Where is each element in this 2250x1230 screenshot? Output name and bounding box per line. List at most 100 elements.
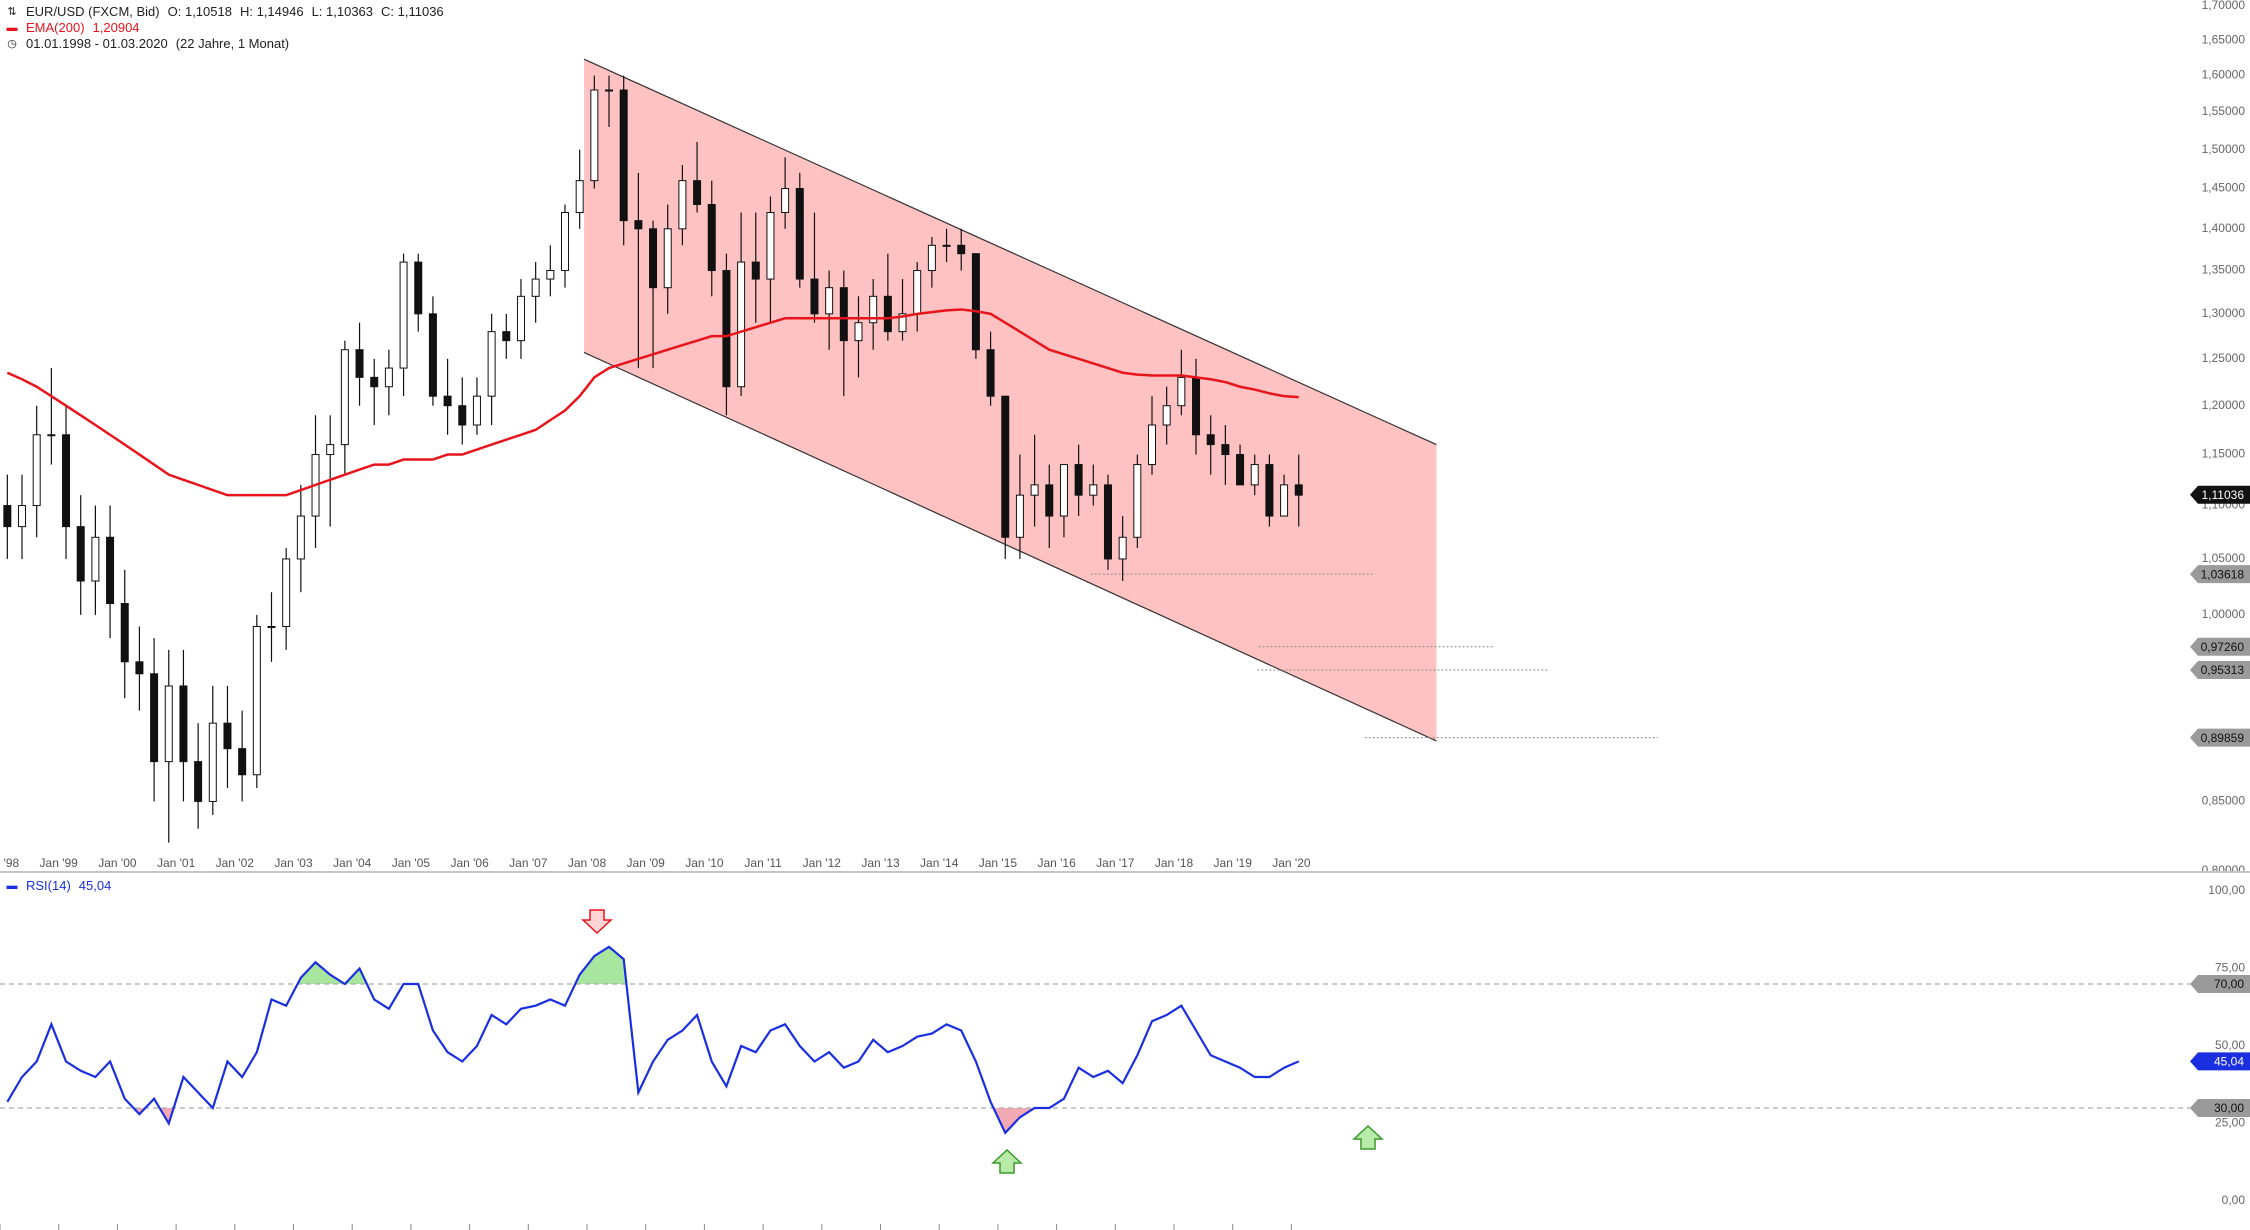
- candle-body: [267, 625, 276, 628]
- level-tag-label: 0,95313: [2201, 663, 2245, 677]
- rsi-level-tag-bg: [2190, 1099, 2250, 1117]
- rsi-level-tag-bg: [2190, 975, 2250, 993]
- x-tick-label: Jan '99: [40, 856, 79, 870]
- x-tick-label: Jan '19: [1214, 856, 1253, 870]
- x-tick-label: Jan '07: [509, 856, 548, 870]
- candle-body: [62, 434, 71, 528]
- candle-body: [223, 722, 232, 750]
- candle-body: [282, 558, 291, 627]
- rsi-tick-label: 50,00: [2215, 1038, 2245, 1052]
- rsi-level-tag: 30,00: [2190, 1099, 2250, 1117]
- period: (22 Jahre, 1 Monat): [175, 36, 290, 51]
- x-tick-label: Jan '05: [392, 856, 431, 870]
- y-tick-label: 1,50000: [2202, 142, 2246, 156]
- channel-line: [583, 58, 1437, 446]
- rsi-last-tag-label: 45,04: [2214, 1055, 2244, 1069]
- header-quote: ⇅ EUR/USD (FXCM, Bid) O: 1,10518 H: 1,14…: [6, 4, 443, 19]
- level-tag-bg: [2190, 565, 2250, 584]
- x-tick-label: Jan '16: [1037, 856, 1076, 870]
- candle-body: [1250, 464, 1259, 486]
- candle-body: [399, 261, 408, 369]
- candle-body: [516, 295, 525, 342]
- candle-body: [194, 761, 203, 802]
- x-tick-label: Jan '09: [627, 856, 666, 870]
- candle-body: [120, 603, 129, 663]
- candle-body: [590, 89, 599, 182]
- candle-body: [810, 278, 819, 315]
- candle-body: [971, 253, 980, 351]
- candle-body: [1059, 464, 1068, 517]
- clock-icon: ◷: [7, 38, 17, 50]
- quote-high: H: 1,14946: [239, 4, 304, 19]
- rsi-level-tag-label: 30,00: [2214, 1101, 2244, 1115]
- candle-body: [722, 270, 731, 388]
- candle-body: [1265, 464, 1274, 517]
- y-tick-label: 1,30000: [2202, 306, 2246, 320]
- candle-body: [1074, 464, 1083, 496]
- x-tick-label: Jan '98: [0, 856, 19, 870]
- x-tick-label: Jan '04: [333, 856, 372, 870]
- candle-body: [238, 748, 247, 776]
- rsi-last-tag-bg: [2190, 1052, 2250, 1071]
- candle-body: [472, 395, 481, 426]
- candle-body: [135, 661, 144, 675]
- candle-body: [47, 434, 56, 437]
- level-tag-label: 0,89859: [2201, 731, 2245, 745]
- candle-body: [737, 261, 746, 388]
- candle-body: [898, 313, 907, 333]
- candle-body: [795, 188, 804, 280]
- y-tick-label: 1,15000: [2202, 447, 2246, 461]
- candle-body: [3, 505, 12, 528]
- x-tick-label: Jan '06: [450, 856, 489, 870]
- buy-arrow: [991, 1148, 1023, 1174]
- rsi-name: RSI(14): [26, 878, 71, 893]
- level-tag: 0,97260: [2190, 637, 2250, 656]
- candle-body: [1280, 484, 1289, 517]
- level-tag-bg: [2190, 728, 2250, 747]
- y-tick-label: 1,65000: [2202, 32, 2246, 46]
- candle-body: [91, 536, 100, 582]
- candle-body: [883, 295, 892, 333]
- candle-body: [869, 295, 878, 324]
- sell-arrow: [581, 909, 613, 935]
- candle-body: [825, 287, 834, 315]
- candle-body: [707, 203, 716, 272]
- candle-body: [414, 261, 423, 315]
- candle-body: [634, 220, 643, 230]
- level-tag: 1,03618: [2190, 565, 2250, 584]
- last-price-tag-label: 1,11036: [2202, 488, 2245, 502]
- y-tick-label: 1,70000: [2202, 0, 2246, 12]
- candle-body: [458, 405, 467, 426]
- y-tick-label: 1,05000: [2202, 551, 2246, 565]
- candle-body: [179, 685, 188, 763]
- rsi-tick-label: 100,00: [2208, 883, 2245, 897]
- candle-body: [502, 331, 511, 342]
- x-tick-label: Jan '00: [98, 856, 137, 870]
- candle-body: [927, 244, 936, 272]
- candle-body: [1148, 424, 1157, 466]
- level-tag: 0,95313: [2190, 661, 2250, 680]
- quote-open: O: 1,10518: [167, 4, 232, 19]
- rsi-legend: ▬ RSI(14) 45,04: [6, 878, 112, 893]
- x-tick-label: Jan '02: [216, 856, 255, 870]
- rsi-value: 45,04: [78, 878, 112, 893]
- candle-body: [575, 180, 584, 214]
- candle-body: [384, 367, 393, 388]
- candle-body: [693, 180, 702, 205]
- x-tick-label: Jan '18: [1155, 856, 1194, 870]
- candle-body: [1001, 395, 1010, 538]
- candle-body: [1118, 536, 1127, 560]
- candle-body: [619, 89, 628, 222]
- candle-body: [487, 331, 496, 397]
- buy-arrow: [1352, 1124, 1384, 1150]
- last-price-tag-bg: [2190, 485, 2250, 504]
- candle-body: [76, 526, 85, 582]
- candle-body: [942, 244, 951, 247]
- level-tag: 0,89859: [2190, 728, 2250, 747]
- candle-body: [1294, 484, 1303, 496]
- header-range: ◷ 01.01.1998 - 01.03.2020 (22 Jahre, 1 M…: [6, 36, 289, 51]
- y-tick-label: 1,00000: [2202, 607, 2246, 621]
- x-tick-label: Jan '03: [274, 856, 313, 870]
- y-tick-label: 1,45000: [2202, 181, 2246, 195]
